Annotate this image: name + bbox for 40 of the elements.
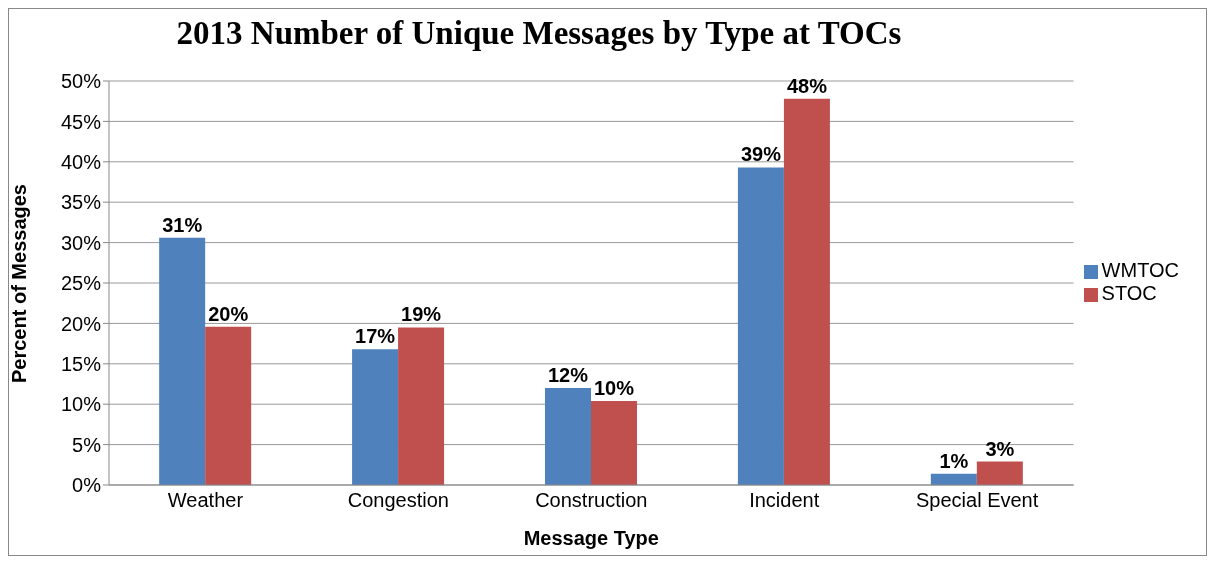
- data-label: 17%: [355, 325, 396, 348]
- x-tick-label: Incident: [749, 489, 820, 512]
- legend-label: WMTOC: [1101, 259, 1179, 281]
- y-tick-label: 30%: [60, 231, 102, 254]
- y-tick-label: 25%: [60, 272, 102, 295]
- bar: [737, 167, 784, 485]
- data-label: 39%: [740, 143, 782, 166]
- data-label: 48%: [786, 74, 828, 97]
- bar: [159, 237, 206, 485]
- data-label: 12%: [547, 364, 589, 387]
- bar: [205, 326, 252, 485]
- y-axis-title: Percent of Messages: [8, 184, 31, 383]
- x-axis-title: Message Type: [523, 527, 659, 549]
- y-tick-label: 20%: [60, 312, 102, 335]
- x-tick-label: Special Event: [915, 489, 1039, 512]
- bar: [783, 98, 830, 485]
- y-tick-label: 0%: [72, 474, 102, 497]
- y-tick-label: 45%: [60, 110, 102, 133]
- bar: [976, 461, 1023, 485]
- x-tick-label: Construction: [535, 489, 648, 512]
- bar: [591, 400, 637, 485]
- y-tick-label: 10%: [60, 393, 102, 416]
- x-tick-label: Congestion: [347, 489, 449, 512]
- y-tick-label: 40%: [60, 150, 102, 173]
- y-tick-label: 5%: [72, 433, 102, 456]
- chart-title: 2013 Number of Unique Messages by Type at TOCs: [175, 15, 903, 52]
- y-tick-label: 15%: [60, 352, 102, 375]
- bar: [398, 327, 445, 485]
- data-label: 1%: [939, 449, 969, 472]
- bar: [352, 349, 399, 485]
- y-tick-label: 35%: [60, 191, 102, 214]
- data-label: 10%: [593, 376, 635, 399]
- data-label: 31%: [162, 213, 203, 236]
- data-label: 3%: [985, 437, 1015, 460]
- data-label: 19%: [401, 303, 442, 326]
- data-label: 20%: [208, 302, 249, 325]
- x-tick-label: Weather: [167, 489, 244, 512]
- legend-label: STOC: [1101, 282, 1157, 304]
- bar: [545, 388, 591, 485]
- y-tick-label: 50%: [60, 70, 102, 93]
